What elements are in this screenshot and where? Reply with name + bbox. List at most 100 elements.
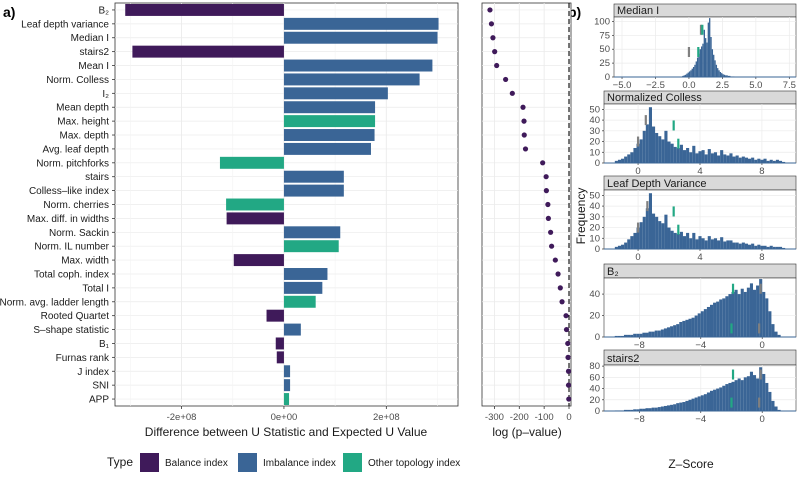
histogram-bar bbox=[734, 380, 738, 411]
histogram-bar bbox=[687, 72, 689, 77]
histogram-bar bbox=[695, 153, 699, 163]
histogram-bar bbox=[663, 405, 667, 411]
histogram-bar bbox=[756, 285, 760, 337]
histogram-bar bbox=[729, 153, 733, 163]
histogram-bar bbox=[710, 239, 714, 249]
histogram-bar bbox=[778, 246, 783, 249]
histogram-bar bbox=[627, 239, 631, 249]
histogram-bar bbox=[691, 398, 695, 411]
histogram-bar bbox=[705, 38, 707, 77]
histogram-bar bbox=[691, 68, 693, 77]
histogram-bar bbox=[633, 409, 637, 411]
histogram-bar bbox=[614, 160, 618, 163]
legend-label-other: Other topology index bbox=[368, 458, 460, 469]
histogram-bar bbox=[746, 376, 750, 411]
histogram-bar bbox=[617, 159, 622, 163]
legend-label-imbalance: Imbalance index bbox=[263, 458, 336, 469]
histogram-bar bbox=[769, 159, 773, 163]
histogram-bar bbox=[698, 151, 702, 163]
dot-mean-i bbox=[494, 62, 500, 69]
histogram-bar bbox=[713, 238, 718, 249]
bar-x-tick-label: 0e+00 bbox=[271, 412, 298, 423]
histogram-bar bbox=[667, 227, 671, 249]
bar-norm-colless bbox=[283, 73, 420, 86]
histogram-bar bbox=[642, 130, 646, 163]
histogram-bar bbox=[648, 408, 652, 411]
histogram-bar bbox=[751, 157, 755, 163]
histogram-y-tick-label: 25 bbox=[599, 58, 610, 69]
histogram-bar bbox=[707, 236, 711, 249]
histogram-bar bbox=[713, 152, 718, 163]
histogram-bar bbox=[735, 155, 739, 163]
histogram-bar bbox=[670, 326, 674, 337]
histogram-x-tick-label: 5.0 bbox=[749, 80, 762, 91]
dot-furnas-rank bbox=[565, 354, 571, 360]
bar-avg-leaf-depth bbox=[283, 142, 371, 155]
histogram-x-tick-label: −4 bbox=[695, 414, 706, 425]
bar-rooted-quartet bbox=[266, 309, 284, 322]
category-label-rooted-quartet: Rooted Quartet bbox=[41, 311, 110, 322]
histogram-bar bbox=[697, 313, 701, 337]
histogram-bar bbox=[620, 335, 624, 337]
histogram-bar bbox=[752, 375, 757, 411]
histogram-bar bbox=[614, 335, 618, 337]
histogram-bar bbox=[713, 302, 717, 337]
histogram-x-tick-label: 7.5 bbox=[783, 80, 796, 91]
histogram-bar bbox=[689, 152, 693, 163]
histogram-bar bbox=[760, 159, 764, 163]
histogram-bar bbox=[751, 243, 755, 249]
histogram-bar bbox=[760, 245, 764, 249]
bar-category-labels: B₂ Leaf depth variance Median I stairs2 Mean… bbox=[0, 5, 115, 406]
histogram-bar bbox=[698, 53, 700, 77]
histogram-bar bbox=[777, 334, 781, 337]
histogram-bar bbox=[714, 60, 716, 77]
histogram-x-tick-label: −5.0 bbox=[613, 80, 632, 91]
histogram-y-tick-label: 50 bbox=[589, 190, 600, 201]
histogram-bar bbox=[775, 246, 779, 249]
histogram-title: Median I bbox=[617, 5, 659, 17]
bar-x-ticks: -2e+08 0e+00 2e+08 bbox=[167, 406, 400, 423]
histogram-y-tick-label: 50 bbox=[599, 44, 610, 55]
dot-norm-sackin bbox=[548, 229, 554, 235]
dot-x-tick-label: -300 bbox=[485, 412, 504, 423]
histogram-bar bbox=[648, 193, 652, 249]
histogram-bar bbox=[692, 232, 696, 249]
histogram-bar bbox=[648, 107, 652, 163]
histogram-bar bbox=[682, 402, 686, 411]
dot-b bbox=[565, 340, 571, 347]
bar-total-i bbox=[283, 281, 323, 294]
dot-i bbox=[509, 90, 515, 96]
histogram-bar bbox=[738, 243, 742, 249]
histogram-bar bbox=[733, 76, 735, 77]
histogram-x-tick-label: 8 bbox=[759, 166, 764, 177]
bar-stairs2 bbox=[132, 45, 284, 58]
histogram-bar bbox=[775, 159, 779, 163]
histogram-bar bbox=[695, 239, 699, 249]
histogram-bar bbox=[639, 139, 643, 163]
histogram-bar bbox=[701, 150, 705, 163]
dot-max-depth bbox=[521, 132, 527, 138]
histogram-bar bbox=[642, 408, 646, 411]
dot-rooted-quartet bbox=[563, 313, 569, 319]
histogram-bar bbox=[763, 158, 767, 163]
histogram-b2: B₂ 0 20 40 −8 −4 0 bbox=[589, 263, 797, 351]
hist-x-axis-title: Z–Score bbox=[668, 457, 714, 471]
histogram-y-tick-label: 0 bbox=[595, 332, 600, 343]
bar-app bbox=[283, 393, 290, 406]
histogram-bar bbox=[709, 390, 714, 411]
category-label-i: I₂ bbox=[102, 89, 109, 100]
histogram-bar bbox=[722, 298, 726, 337]
histogram-bar bbox=[686, 232, 690, 249]
histogram-bar bbox=[740, 380, 744, 411]
bar-stairs bbox=[283, 170, 344, 183]
histogram-bar bbox=[686, 147, 690, 163]
bar-total-coph-index bbox=[283, 268, 328, 280]
histogram-bar bbox=[652, 213, 656, 249]
histogram-bar bbox=[658, 136, 662, 163]
histogram-bar bbox=[703, 29, 705, 77]
histogram-bar bbox=[657, 330, 661, 337]
histogram-bar bbox=[728, 294, 732, 337]
histogram-bar bbox=[703, 309, 707, 337]
